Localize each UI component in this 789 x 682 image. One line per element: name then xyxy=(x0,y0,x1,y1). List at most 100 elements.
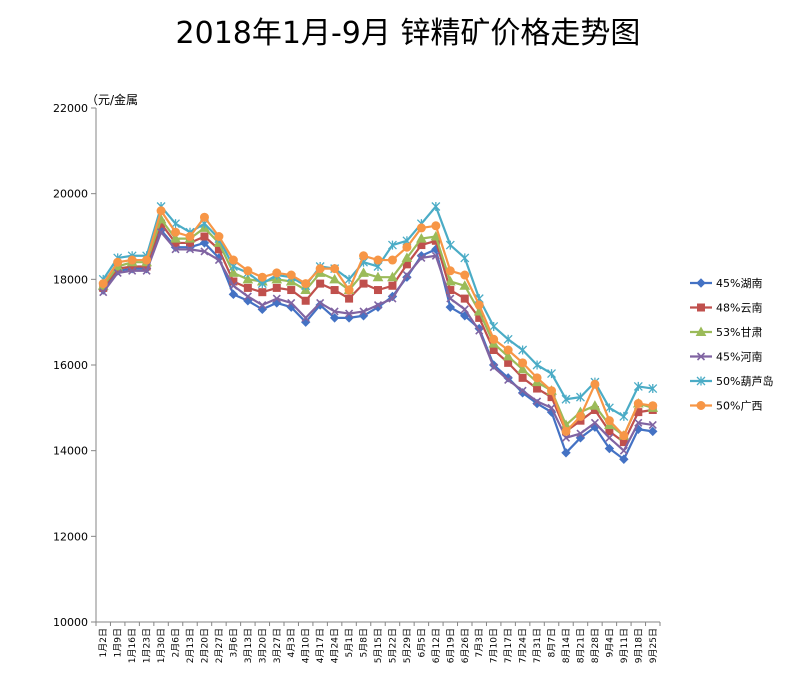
data-point xyxy=(460,305,469,314)
x-tick-label: 7月3日 xyxy=(474,628,485,657)
x-tick-label: 1月23日 xyxy=(142,628,153,663)
data-point xyxy=(243,283,252,292)
data-point xyxy=(489,363,498,372)
data-point xyxy=(388,240,397,250)
x-tick-label: 3月20日 xyxy=(257,628,268,663)
data-point xyxy=(171,227,181,237)
data-point xyxy=(518,373,527,382)
x-tick-label: 6月26日 xyxy=(460,628,471,663)
data-point xyxy=(604,403,614,413)
data-point xyxy=(604,443,615,454)
data-point xyxy=(590,418,599,427)
data-point xyxy=(547,386,557,396)
data-point xyxy=(113,268,122,277)
data-point xyxy=(329,313,340,323)
data-point xyxy=(619,446,628,455)
x-tick-label: 4月24日 xyxy=(330,628,341,663)
data-point xyxy=(547,403,556,412)
x-tick-label: 2月13日 xyxy=(185,628,196,663)
data-point xyxy=(272,283,281,292)
data-point xyxy=(301,279,311,289)
data-point xyxy=(359,279,368,288)
data-point xyxy=(157,228,166,237)
x-tick-label: 9月18日 xyxy=(633,628,644,663)
data-point xyxy=(171,245,180,254)
series-2 xyxy=(99,219,657,447)
y-tick-label: 16000 xyxy=(53,359,88,372)
data-point xyxy=(503,345,513,355)
data-point xyxy=(460,294,469,303)
x-tick-label: 5月8日 xyxy=(359,628,370,657)
data-point xyxy=(445,266,455,276)
data-point xyxy=(533,397,542,406)
data-point xyxy=(301,296,310,305)
legend-label: 53%甘肃 xyxy=(716,326,762,339)
data-point xyxy=(387,255,397,265)
data-point xyxy=(257,272,267,282)
x-tick-label: 5月1日 xyxy=(344,628,355,657)
y-tick-label: 22000 xyxy=(53,102,88,115)
data-point xyxy=(416,223,426,233)
legend-marker xyxy=(697,303,705,312)
data-point xyxy=(475,326,484,335)
data-point xyxy=(619,411,629,421)
data-point xyxy=(200,247,209,256)
data-point xyxy=(258,288,267,297)
x-tick-label: 6月5日 xyxy=(416,628,427,657)
legend: 45%湖南 48%云南 53%甘肃 45%河南 50%葫芦岛 50%广西 xyxy=(690,277,773,413)
data-point xyxy=(272,294,281,303)
x-tick-label: 5月29日 xyxy=(402,628,413,663)
data-point xyxy=(633,399,643,409)
x-tick-label: 8月28日 xyxy=(590,628,601,663)
data-point xyxy=(345,309,354,318)
data-point xyxy=(648,420,657,430)
y-tick-label: 10000 xyxy=(53,616,88,629)
x-tick-label: 9月4日 xyxy=(604,628,615,657)
legend-marker xyxy=(696,352,706,361)
x-tick-label: 3月27日 xyxy=(272,628,283,663)
data-point xyxy=(460,253,470,263)
data-point xyxy=(575,411,585,421)
y-tick-label: 18000 xyxy=(53,273,88,286)
data-point xyxy=(619,454,629,464)
data-point xyxy=(272,268,282,278)
data-point xyxy=(316,298,325,307)
data-point xyxy=(634,418,643,427)
data-point xyxy=(301,313,310,322)
data-point xyxy=(518,345,528,355)
x-tick-label: 2月6日 xyxy=(171,628,182,657)
data-point xyxy=(113,257,123,267)
series-4 xyxy=(99,228,657,455)
data-point xyxy=(372,271,384,282)
data-point xyxy=(98,279,108,289)
data-point xyxy=(590,379,600,389)
legend-marker xyxy=(695,326,707,336)
data-point xyxy=(503,334,513,344)
data-point xyxy=(431,251,440,260)
data-point xyxy=(561,394,571,404)
y-tick-label: 20000 xyxy=(53,188,88,201)
data-point xyxy=(199,212,209,222)
data-point xyxy=(446,294,455,303)
data-point xyxy=(648,426,658,437)
data-point xyxy=(518,386,527,395)
y-axis-unit-label: （元/金属 xyxy=(86,92,138,107)
data-point xyxy=(243,266,253,276)
data-point xyxy=(228,267,239,277)
legend-label: 48%云南 xyxy=(716,302,762,315)
x-tick-label: 1月9日 xyxy=(113,628,124,657)
data-point xyxy=(345,294,354,303)
data-point xyxy=(142,266,151,275)
data-point xyxy=(258,300,267,310)
legend-marker xyxy=(696,376,706,386)
data-point xyxy=(330,286,339,295)
data-point xyxy=(431,221,441,231)
data-point xyxy=(619,431,629,441)
data-point xyxy=(316,279,325,288)
x-tick-label: 7月10日 xyxy=(489,628,500,663)
x-tick-label: 1月30日 xyxy=(156,628,167,663)
data-point xyxy=(502,350,514,361)
legend-label: 45%河南 xyxy=(716,351,762,364)
data-point xyxy=(214,232,224,241)
